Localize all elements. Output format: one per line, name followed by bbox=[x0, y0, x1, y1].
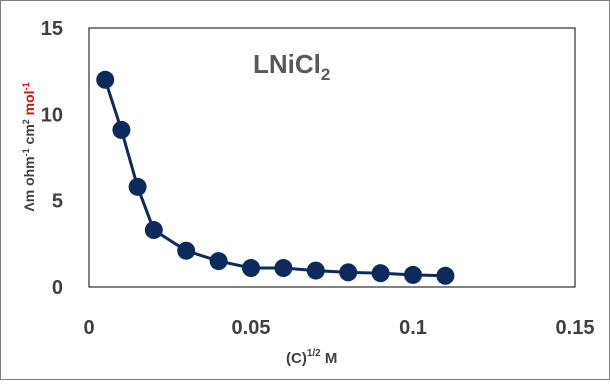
data-point bbox=[96, 70, 115, 89]
data-point bbox=[436, 266, 455, 285]
x-tick-label: 0 bbox=[83, 317, 94, 339]
data-point bbox=[128, 177, 147, 196]
data-point bbox=[112, 120, 131, 139]
x-tick-label: 0.15 bbox=[556, 317, 595, 339]
y-axis-title: Λm ohm-1 cm2 mol-1 bbox=[21, 82, 37, 211]
y-tick-label: 5 bbox=[52, 191, 63, 213]
data-point bbox=[306, 261, 325, 280]
chart-title: LNiCl2 bbox=[253, 49, 330, 84]
y-axis-ticks: 0 5 10 15 bbox=[41, 18, 63, 299]
data-point bbox=[274, 259, 293, 278]
x-axis-title-text: (C) bbox=[286, 350, 307, 367]
series-layer bbox=[96, 70, 455, 285]
plot-area bbox=[88, 27, 576, 288]
x-axis-title: (C)1/2 M bbox=[286, 348, 337, 367]
data-point bbox=[371, 264, 390, 283]
data-point bbox=[404, 265, 422, 284]
x-axis-title-unit: M bbox=[321, 350, 338, 367]
y-tick-label: 0 bbox=[52, 277, 63, 299]
data-point bbox=[242, 259, 260, 278]
x-tick-label: 0.1 bbox=[399, 317, 427, 339]
y-axis-title-part: cm bbox=[21, 124, 37, 148]
y-axis-title-part: mol bbox=[21, 90, 37, 119]
chart-title-text: LNiCl bbox=[253, 49, 321, 79]
y-axis-title-part: Λm ohm bbox=[21, 156, 37, 211]
data-point bbox=[144, 221, 163, 240]
x-axis-ticks: 0 0.05 0.1 0.15 bbox=[83, 317, 594, 339]
y-axis-title-part: -1 bbox=[21, 82, 31, 90]
data-point bbox=[209, 252, 228, 271]
chart-title-subscript: 2 bbox=[321, 65, 330, 84]
x-tick-label: 0.05 bbox=[232, 317, 271, 339]
data-point bbox=[339, 263, 358, 282]
y-tick-label: 15 bbox=[41, 18, 63, 40]
data-point bbox=[177, 241, 196, 260]
y-tick-label: 10 bbox=[41, 104, 63, 126]
y-axis-title-part: -1 bbox=[21, 148, 31, 156]
x-axis-title-superscript: 1/2 bbox=[307, 348, 321, 359]
y-axis-title-part: 2 bbox=[21, 119, 31, 124]
